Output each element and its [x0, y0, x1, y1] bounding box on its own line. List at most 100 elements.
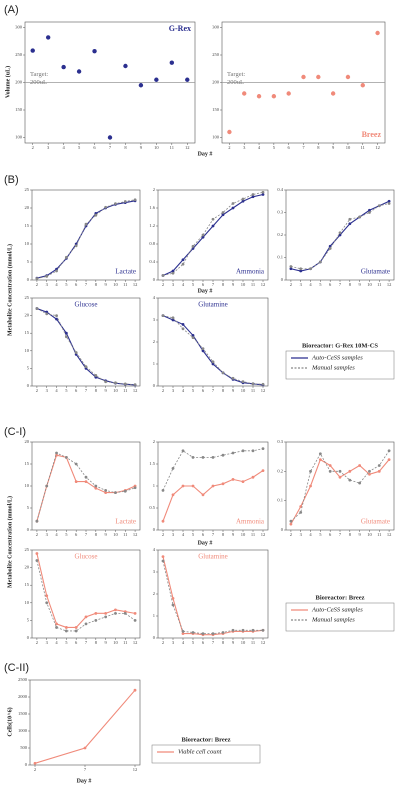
x-tick-label: 6 [202, 282, 205, 287]
x-tick-label: 8 [222, 388, 225, 393]
data-point [348, 478, 352, 482]
x-tick-label: 8 [349, 532, 352, 537]
data-point [133, 688, 137, 692]
data-point [171, 597, 175, 600]
data-point [64, 331, 68, 335]
data-point [368, 469, 371, 473]
x-tick-label: 3 [172, 388, 175, 393]
y-tick-label: 2500 [18, 677, 28, 682]
x-tick-label: 4 [182, 282, 185, 287]
data-point [84, 480, 88, 483]
data-point [227, 129, 232, 135]
data-point [286, 91, 291, 96]
y-tick-label: 0.1 [277, 498, 283, 503]
x-tick-label: 3 [47, 145, 50, 150]
y-tick-label: 0.3 [277, 210, 283, 215]
series-line [162, 448, 264, 491]
x-tick-label: 4 [309, 532, 312, 537]
data-point [271, 94, 277, 99]
y-tick-label: 5 [27, 259, 30, 264]
data-point [181, 323, 185, 326]
x-tick-label: 2 [36, 282, 38, 287]
x-tick-label: 12 [133, 767, 138, 772]
data-point [211, 217, 215, 221]
x-tick-label: 6 [202, 532, 205, 537]
x-tick-label: 7 [212, 532, 215, 537]
x-tick-label: 6 [202, 388, 205, 393]
x-tick-label: 11 [123, 282, 127, 287]
data-point [299, 267, 303, 271]
data-point [114, 611, 117, 615]
data-point [221, 371, 225, 375]
legend-entry: Auto-CeSS samples [311, 606, 363, 613]
x-tick-label: 2 [36, 532, 38, 537]
data-point [104, 380, 108, 384]
chart-label: Glutamine [198, 553, 228, 561]
x-tick-label: 4 [182, 532, 185, 537]
x-tick-label: 3 [46, 282, 49, 287]
x-tick-label: 4 [55, 532, 58, 537]
data-point [84, 365, 88, 369]
y-axis-label: Cells(10^6) [6, 707, 13, 736]
data-point [358, 464, 362, 467]
data-point [328, 247, 332, 250]
x-tick-label: 11 [123, 532, 127, 537]
x-tick-label: 4 [182, 388, 185, 393]
data-point [377, 464, 381, 467]
x-tick-label: 12 [261, 532, 266, 537]
data-point [181, 258, 185, 262]
x-tick-label: 8 [124, 145, 127, 150]
y-tick-label: 2000 [18, 694, 28, 699]
data-point [345, 74, 351, 80]
chart-label: Glutamate [361, 268, 390, 276]
x-tick-label: 6 [93, 145, 96, 150]
x-tick-label: 12 [133, 388, 138, 393]
y-axis-label: Metabolite Concentration (mmol/L) [6, 496, 13, 588]
data-point [92, 48, 97, 54]
x-tick-label: 10 [241, 388, 246, 393]
data-point [55, 626, 58, 629]
data-point [338, 469, 342, 473]
y-tick-label: 0.2 [277, 232, 283, 237]
data-point [318, 452, 322, 456]
data-point [123, 611, 127, 615]
y-tick-label: 2 [153, 591, 155, 596]
plot-frame [157, 549, 269, 639]
x-tick-label: 8 [95, 282, 98, 287]
data-point [299, 511, 303, 514]
chart-label: Lactate [115, 518, 136, 526]
x-tick-label: 7 [302, 145, 305, 150]
data-point [231, 628, 235, 632]
data-point [201, 235, 205, 239]
data-point [84, 622, 88, 626]
x-tick-label: 12 [133, 532, 138, 537]
x-tick-label: 5 [65, 388, 68, 393]
data-point [181, 484, 185, 488]
data-point [45, 35, 51, 40]
y-tick-label: 150 [15, 107, 23, 112]
chart-label: Glutamine [198, 301, 228, 309]
data-point [241, 449, 245, 453]
data-point [261, 469, 265, 472]
chart-label: Glutamate [361, 518, 390, 526]
x-tick-label: 10 [367, 532, 372, 537]
x-tick-label: 5 [192, 388, 195, 393]
x-axis-label: Day # [198, 288, 213, 294]
data-point [348, 469, 352, 473]
x-tick-label: 9 [232, 282, 235, 287]
x-tick-label: 2 [162, 532, 164, 537]
data-point [330, 91, 336, 96]
data-point [211, 456, 215, 459]
data-point [84, 222, 88, 226]
x-tick-label: 2 [162, 640, 164, 645]
data-point [191, 456, 195, 459]
data-point [316, 74, 321, 80]
y-tick-label: 0.4 [277, 187, 283, 192]
data-point [211, 632, 215, 635]
data-point [221, 213, 225, 217]
data-point [231, 376, 235, 380]
y-tick-label: 0 [153, 277, 156, 282]
data-point [94, 619, 98, 622]
x-tick-label: 6 [75, 640, 78, 645]
data-point [338, 233, 342, 237]
